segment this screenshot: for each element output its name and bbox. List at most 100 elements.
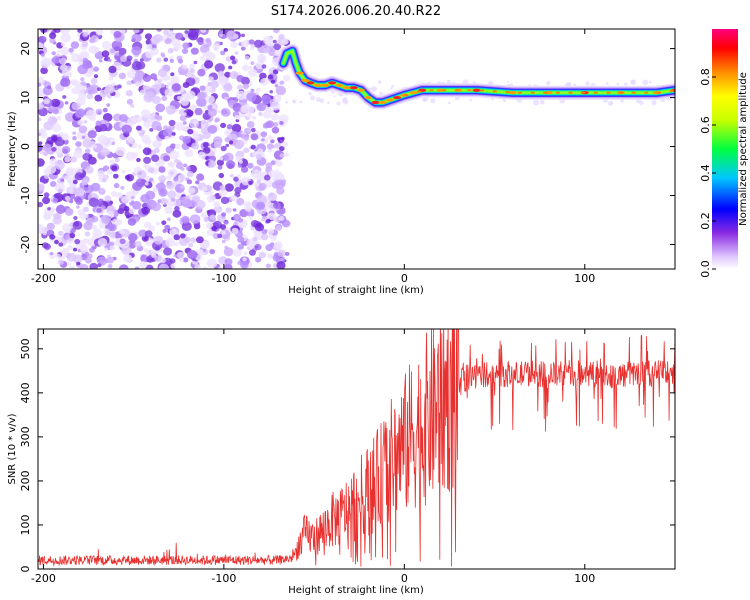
spectrogram-noise-cell <box>261 94 272 105</box>
spectrogram-noise-cell <box>163 247 173 256</box>
spectrogram-noise-cell <box>279 146 285 152</box>
spectrogram-noise-cell <box>200 124 206 129</box>
spectrogram-noise-cell <box>260 77 269 86</box>
spectrogram-noise-cell <box>130 104 135 108</box>
spectrogram-noise-cell <box>209 151 216 157</box>
spectrogram-noise-cell <box>146 44 153 50</box>
spectrogram-noise-cell <box>218 266 224 269</box>
spectrogram-noise-cell <box>177 95 182 100</box>
spectrogram-noise-cell <box>256 179 262 184</box>
spectrogram-noise-cell <box>241 33 245 38</box>
spectrogram-noise-cell <box>165 105 176 115</box>
colorbar-label: Normalized spectral amplitude <box>738 72 749 226</box>
spectrogram-noise-cell <box>164 135 170 141</box>
spectrogram-noise-cell <box>203 147 211 154</box>
spectrogram-noise-cell <box>148 167 155 174</box>
spectrogram-noise-cell <box>240 261 249 269</box>
spectrogram-noise-cell <box>43 174 50 180</box>
spectrogram-noise-cell <box>171 83 181 92</box>
spectrogram-noise-cell <box>111 165 118 171</box>
spectrogram-noise-cell <box>199 55 206 61</box>
spectrogram-noise-cell <box>104 247 108 251</box>
spectrogram-noise-cell <box>70 156 78 163</box>
spectrogram-noise-cell <box>218 172 225 179</box>
spectrogram-noise-cell <box>197 68 206 77</box>
spectrogram-noise-cell <box>262 215 267 219</box>
spectrogram-track-peak <box>301 78 310 83</box>
spectrogram-noise-cell <box>194 264 201 269</box>
spectrogram-noise-cell <box>250 144 256 150</box>
spectrogram-noise-cell <box>269 90 274 94</box>
spectrogram-noise-cell <box>189 68 195 73</box>
spectrogram-noise-cell <box>119 114 128 122</box>
spectrogram-noise-cell <box>273 122 279 127</box>
spectrogram-noise-cell <box>253 39 263 48</box>
spectrogram-noise-cell <box>106 103 111 107</box>
spectrogram-noise-cell <box>153 141 162 149</box>
spectrogram-noise-cell <box>146 118 153 124</box>
spectrogram-noise-cell <box>186 179 193 185</box>
spectrogram-noise-cell <box>55 253 61 259</box>
spectrogram-noise-cell <box>76 261 81 266</box>
spectrogram-noise-cell <box>213 140 222 149</box>
spectrogram-noise-cell <box>38 183 45 192</box>
spectrogram-noise-cell <box>234 187 242 194</box>
spectrogram-track-peak <box>320 83 329 87</box>
spectrogram-noise-cell <box>182 112 187 117</box>
spectrogram-noise-cell <box>210 80 219 89</box>
colorbar-strip <box>712 29 738 269</box>
spectrogram-noise-cell <box>163 57 169 62</box>
spectrogram-noise-cell <box>138 214 143 219</box>
spectrogram-noise-cell <box>82 238 89 244</box>
spectrogram-haze-cell <box>327 101 330 104</box>
spectrogram-haze-cell <box>620 99 624 103</box>
spectrogram-noise-cell <box>90 78 98 85</box>
spectrogram-noise-cell <box>144 91 155 101</box>
spectrogram-noise-cell <box>109 159 115 165</box>
spectrogram-noise-cell <box>94 195 99 199</box>
spectrogram-noise-cell <box>272 144 277 149</box>
spectrogram-noise-cell <box>109 241 115 246</box>
spectrogram-noise-cell <box>158 188 168 197</box>
spectrogram-noise-cell <box>206 194 216 203</box>
spectrogram-noise-cell <box>145 190 156 200</box>
spectrogram-noise-cell <box>100 205 106 211</box>
spectrogram-noise-cell <box>279 153 285 158</box>
spectrogram-noise-cell <box>170 263 176 269</box>
spectrogram-noise-cell <box>184 30 189 34</box>
spectrogram-track-hot <box>543 91 548 94</box>
spectrogram-noise-cell <box>187 250 198 260</box>
spectrogram-noise-cell <box>179 233 186 239</box>
spectrogram-noise-cell <box>277 249 286 258</box>
spectrogram-track-hot <box>505 91 510 94</box>
spectrogram-track-peak <box>349 86 358 90</box>
spectrogram-haze-cell <box>391 85 394 88</box>
snr-ytick-label: 300 <box>19 426 32 447</box>
spectrogram-noise-cell <box>242 64 250 72</box>
spectrogram-noise-cell <box>92 144 98 149</box>
spectrogram-noise-cell <box>74 196 82 203</box>
spectrogram-noise-cell <box>182 42 190 49</box>
spectrogram-noise-cell <box>267 253 273 259</box>
spectrogram-ytick-label: 10 <box>19 91 32 105</box>
spectrogram-noise-cell <box>155 221 161 226</box>
spectrogram-noise-cell <box>51 136 58 142</box>
spectrogram-noise-cell <box>221 239 226 244</box>
spectrogram-noise-cell <box>111 141 116 146</box>
spectrogram-track-hot <box>619 91 624 94</box>
spectrogram-noise-cell <box>114 218 123 226</box>
spectrogram-noise-cell <box>125 90 133 97</box>
spectrogram-noise-cell <box>189 104 198 111</box>
spectrogram-haze-cell <box>310 95 316 101</box>
spectrogram-noise-cell <box>202 52 207 57</box>
spectrogram-noise-cell <box>273 241 283 250</box>
colorbar-tick-label: 0.4 <box>699 164 712 182</box>
spectrogram-xtick-label: 100 <box>574 272 595 285</box>
spectrogram-track-hot <box>416 90 421 93</box>
spectrogram-noise-cell <box>266 39 275 47</box>
spectrogram-noise-cell <box>179 257 185 263</box>
spectrogram-noise-cell <box>272 39 277 44</box>
spectrogram-noise-cell <box>236 174 242 179</box>
spectrogram-noise-cell <box>257 209 263 215</box>
spectrogram-noise-cell <box>221 230 226 235</box>
